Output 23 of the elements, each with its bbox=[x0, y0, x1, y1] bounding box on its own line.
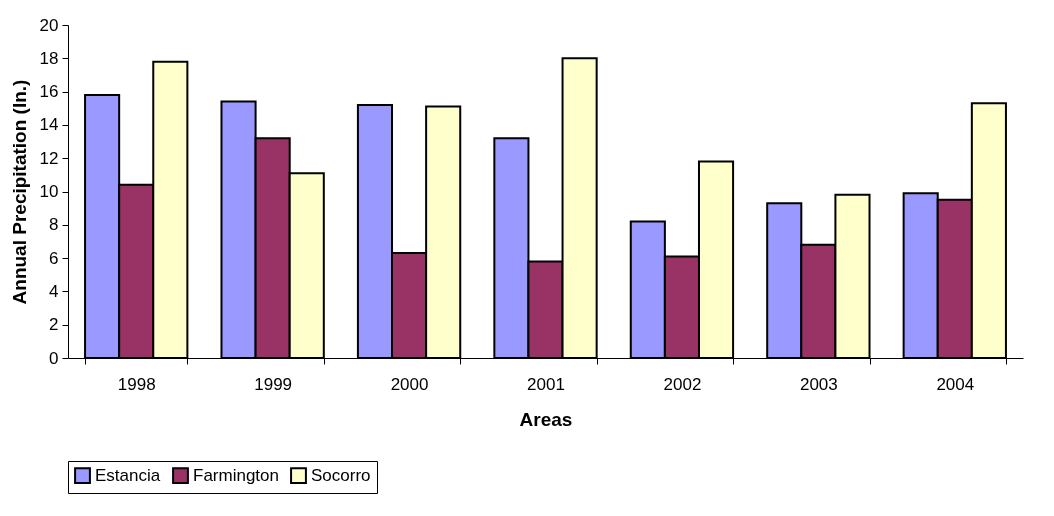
legend-label: Estancia bbox=[95, 465, 161, 485]
x-tick-label: 2002 bbox=[663, 374, 702, 394]
y-tick-label: 14 bbox=[39, 115, 59, 135]
x-tick-label: 2003 bbox=[799, 374, 838, 394]
x-tick-label: 2004 bbox=[936, 374, 975, 394]
y-tick-label: 6 bbox=[49, 248, 59, 268]
y-tick-label: 10 bbox=[39, 182, 59, 201]
y-tick-label: 20 bbox=[39, 15, 59, 35]
x-tick-label: 2000 bbox=[390, 374, 429, 394]
x-tick-label: 1999 bbox=[254, 374, 293, 394]
y-tick-label: 16 bbox=[39, 82, 59, 102]
y-tick-label: 8 bbox=[49, 215, 59, 235]
y-tick-label: 0 bbox=[49, 348, 59, 368]
legend-label: Farmington bbox=[193, 465, 279, 485]
y-tick-label: 4 bbox=[49, 281, 59, 301]
x-tick-label: 2001 bbox=[527, 374, 565, 394]
x-tick-label: 1998 bbox=[117, 374, 156, 394]
y-tick-label: 12 bbox=[39, 148, 59, 168]
y-axis-title: Annual Precipitation (In.) bbox=[8, 79, 30, 305]
y-tick-label: 2 bbox=[49, 315, 59, 335]
x-axis-title: Areas bbox=[519, 408, 573, 430]
legend-label: Socorro bbox=[311, 465, 371, 485]
y-tick-label: 18 bbox=[39, 48, 59, 68]
